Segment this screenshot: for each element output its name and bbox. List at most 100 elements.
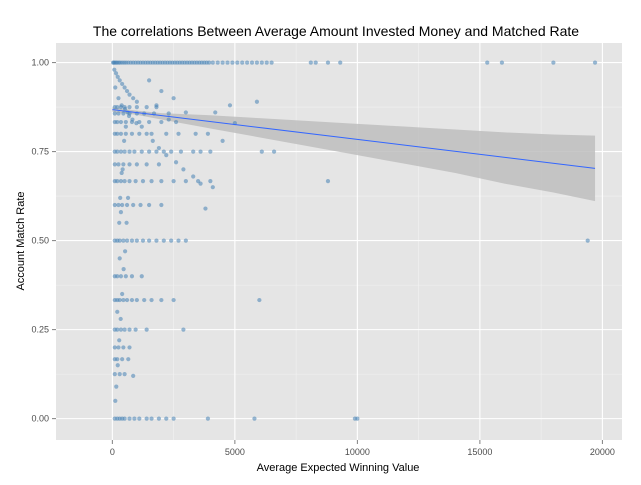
data-point — [127, 149, 132, 154]
y-tick-label: 0.75 — [31, 147, 49, 157]
data-point — [117, 338, 122, 343]
trend-line-group — [112, 109, 596, 169]
data-point — [338, 60, 343, 65]
y-tick-label: 1.00 — [31, 58, 49, 68]
data-point — [144, 327, 149, 332]
data-point — [156, 162, 162, 167]
data-point — [193, 131, 198, 136]
data-point — [116, 111, 121, 116]
data-point — [139, 274, 144, 279]
data-point — [159, 119, 164, 125]
data-point — [122, 138, 127, 144]
data-point — [129, 297, 135, 303]
data-point — [257, 297, 262, 303]
data-point — [118, 316, 123, 322]
data-points — [110, 60, 598, 421]
data-point — [132, 416, 137, 421]
data-point — [156, 145, 162, 151]
data-point — [249, 60, 255, 65]
data-point — [129, 119, 135, 125]
data-point — [178, 149, 184, 154]
x-tick-label: 15000 — [467, 447, 492, 457]
data-point — [205, 416, 211, 421]
confidence-band-area — [112, 107, 596, 202]
data-point — [259, 60, 264, 65]
data-point — [131, 202, 136, 208]
data-point — [134, 99, 139, 104]
data-point — [127, 162, 132, 167]
data-point — [120, 291, 125, 297]
data-point — [161, 149, 166, 154]
data-point — [122, 85, 127, 90]
data-point — [208, 179, 213, 184]
chart-title: The correlations Between Average Amount … — [93, 23, 579, 39]
data-point — [173, 119, 179, 125]
data-point — [126, 357, 131, 362]
data-point — [154, 238, 159, 243]
data-point — [264, 60, 269, 65]
data-point — [308, 60, 313, 65]
data-point — [235, 60, 240, 65]
data-point — [169, 149, 174, 154]
data-point — [137, 131, 142, 136]
x-tick-label: 20000 — [590, 447, 615, 457]
data-point — [121, 266, 126, 272]
data-point — [150, 138, 155, 144]
data-point — [144, 104, 149, 110]
data-point — [122, 179, 127, 184]
data-point — [120, 202, 125, 208]
data-point — [120, 81, 125, 87]
data-point — [252, 416, 257, 421]
data-point — [149, 131, 154, 136]
data-point — [116, 96, 121, 101]
data-point — [144, 162, 149, 167]
data-point — [171, 96, 176, 101]
data-point — [114, 384, 119, 389]
x-axis-ticks: 0 5000 10000 15000 20000 — [110, 440, 615, 457]
data-point — [127, 179, 132, 184]
y-tick-label: 0.00 — [31, 414, 49, 424]
data-point — [118, 149, 124, 154]
data-point — [113, 71, 119, 76]
data-point — [254, 60, 260, 65]
data-point — [171, 297, 176, 303]
data-point — [213, 110, 218, 115]
data-point — [115, 363, 120, 368]
data-point — [118, 195, 123, 200]
data-point — [203, 206, 208, 211]
data-point — [123, 119, 128, 125]
data-point — [156, 416, 162, 421]
data-point — [117, 220, 122, 225]
data-point — [115, 179, 120, 184]
data-point — [134, 162, 139, 167]
data-point — [325, 179, 331, 184]
data-point — [142, 297, 147, 303]
data-point — [176, 238, 181, 243]
data-point — [149, 297, 154, 303]
data-point — [116, 345, 121, 350]
data-point — [254, 99, 260, 104]
data-point — [551, 60, 556, 65]
data-point — [115, 119, 120, 125]
data-point — [122, 149, 127, 154]
data-point — [122, 327, 127, 332]
data-point — [115, 74, 120, 79]
data-point — [115, 327, 120, 332]
data-point — [129, 238, 135, 243]
data-point — [161, 238, 166, 243]
data-point — [125, 195, 131, 200]
data-point — [134, 104, 139, 110]
data-point — [196, 179, 201, 184]
data-point — [117, 78, 122, 83]
data-point — [139, 124, 144, 129]
data-point — [154, 149, 159, 154]
data-point — [137, 416, 142, 421]
data-point — [147, 119, 152, 125]
x-tick-label: 10000 — [345, 447, 370, 457]
data-point — [220, 138, 225, 144]
data-point — [121, 111, 126, 116]
data-point — [240, 60, 245, 65]
data-point — [147, 78, 152, 83]
data-point — [115, 131, 120, 136]
data-point — [140, 179, 146, 184]
